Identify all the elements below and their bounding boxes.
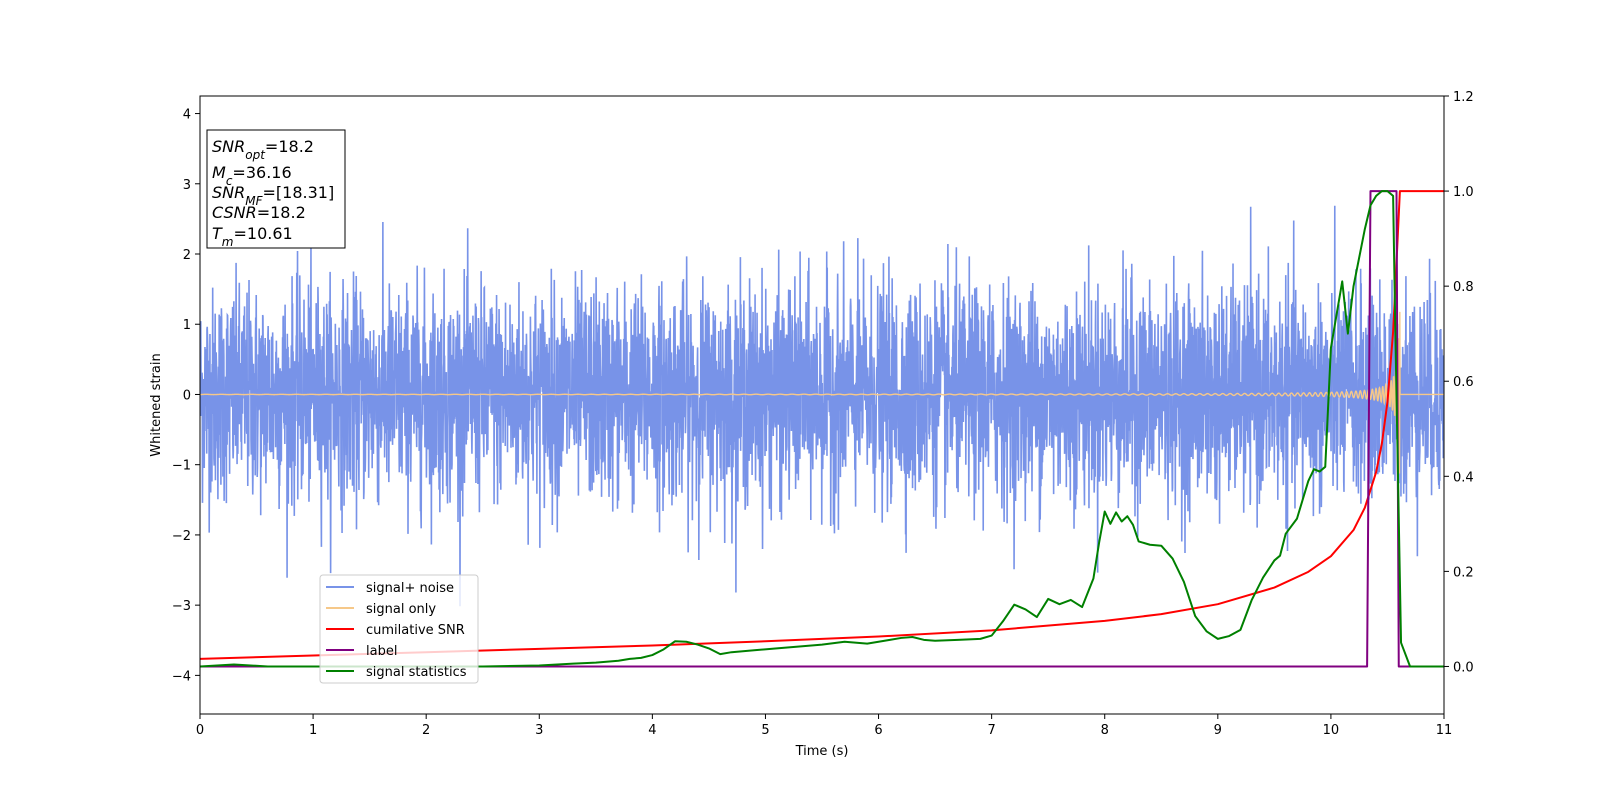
x-tick-label: 5	[761, 723, 769, 738]
info-line: Mc=36.16	[212, 163, 292, 188]
legend-entry: label	[326, 644, 397, 659]
info-box-frame	[206, 129, 346, 249]
series-cumilative-snr	[200, 190, 1444, 660]
legend-label: label	[366, 644, 397, 659]
series-signal-statistics	[200, 190, 1444, 668]
info-line: SNRopt=18.2	[212, 137, 314, 162]
y-axis-left: −4 −3 −2 −1 0 1 2 3 4	[172, 108, 200, 684]
x-tick-label: 3	[535, 723, 543, 738]
y-right-tick-label: 1.2	[1453, 90, 1474, 105]
y-left-tick-label: −3	[172, 599, 191, 614]
legend-label: signal only	[366, 602, 436, 617]
x-tick-label: 7	[987, 723, 995, 738]
y-right-tick-label: 0.4	[1453, 470, 1474, 485]
y-right-tick-label: 0.2	[1453, 565, 1474, 580]
series-signal-noise	[200, 205, 1444, 607]
x-tick-label: 2	[422, 723, 430, 738]
legend-label: cumilative SNR	[366, 623, 465, 638]
y-left-tick-label: 2	[183, 248, 191, 263]
legend-entry: signal only	[326, 602, 436, 617]
x-tick-label: 8	[1101, 723, 1109, 738]
legend-label: signal+ noise	[366, 581, 454, 596]
y-left-tick-label: 1	[183, 318, 191, 333]
info-line: CSNR=18.2	[212, 203, 306, 222]
series-layer	[200, 190, 1444, 668]
y-right-tick-label: 1.0	[1453, 185, 1474, 200]
legend-entry: cumilative SNR	[326, 623, 465, 638]
y-axis-right: 0.0 0.2 0.4 0.6 0.8 1.0 1.2	[1444, 90, 1474, 675]
y-left-tick-label: 4	[183, 108, 191, 123]
legend-entry: signal+ noise	[326, 581, 454, 596]
y-left-tick-label: −4	[172, 669, 191, 684]
y-right-tick-label: 0.8	[1453, 280, 1474, 295]
plot-frame	[199, 95, 1445, 715]
x-axis: 0 1 2 3 4 5 6 7 8 9 10 11	[196, 714, 1452, 738]
y-left-tick-label: 3	[183, 178, 191, 193]
x-tick-label: 9	[1214, 723, 1222, 738]
y-left-tick-label: −1	[172, 459, 191, 474]
y-right-tick-label: 0.6	[1453, 375, 1474, 390]
info-box: SNRopt=18.2Mc=36.16SNRMF=[18.31]CSNR=18.…	[206, 129, 346, 249]
x-tick-label: 1	[309, 723, 317, 738]
y-axis-label: Whitened strain	[149, 353, 164, 456]
info-line: Tm=10.61	[212, 224, 293, 249]
legend: signal+ noise signal only cumilative SNR la…	[319, 574, 479, 684]
x-tick-label: 10	[1323, 723, 1340, 738]
legend-entry: signal statistics	[326, 665, 467, 680]
series-signal-only	[200, 311, 1444, 474]
y-right-tick-label: 0.0	[1453, 660, 1474, 675]
x-tick-label: 11	[1436, 723, 1453, 738]
legend-label: signal statistics	[366, 665, 467, 680]
x-axis-label: Time (s)	[795, 744, 849, 759]
y-left-tick-label: −2	[172, 529, 191, 544]
x-tick-label: 4	[648, 723, 656, 738]
y-left-tick-label: 0	[183, 388, 191, 403]
x-tick-label: 0	[196, 723, 204, 738]
info-line: SNRMF=[18.31]	[212, 183, 334, 208]
x-tick-label: 6	[874, 723, 882, 738]
legend-frame	[319, 574, 479, 684]
